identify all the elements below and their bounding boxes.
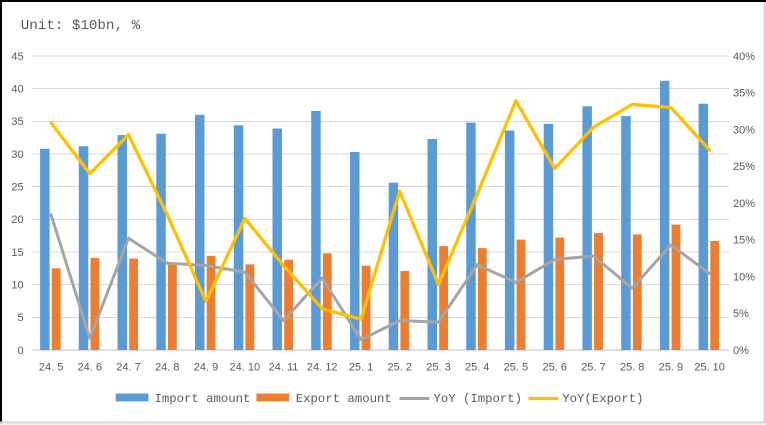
- svg-text:20%: 20%: [733, 198, 755, 210]
- svg-text:25. 5: 25. 5: [504, 362, 528, 374]
- svg-text:24. 9: 24. 9: [194, 362, 218, 374]
- svg-text:24. 6: 24. 6: [78, 362, 102, 374]
- svg-text:24. 12: 24. 12: [307, 362, 338, 374]
- svg-text:40%: 40%: [733, 51, 755, 63]
- svg-text:25. 4: 25. 4: [465, 362, 489, 374]
- svg-text:25. 1: 25. 1: [349, 362, 373, 374]
- svg-text:25. 10: 25. 10: [694, 362, 725, 374]
- svg-text:Export amount: Export amount: [296, 392, 392, 406]
- svg-text:0: 0: [17, 345, 23, 357]
- svg-text:Import amount: Import amount: [155, 392, 251, 406]
- svg-text:45: 45: [11, 51, 23, 63]
- svg-text:40: 40: [11, 84, 23, 96]
- svg-text:25. 2: 25. 2: [387, 362, 411, 374]
- svg-text:20: 20: [11, 214, 23, 226]
- svg-text:30: 30: [11, 149, 23, 161]
- svg-text:24. 11: 24. 11: [269, 362, 299, 374]
- svg-text:30%: 30%: [733, 124, 755, 136]
- svg-text:10: 10: [11, 280, 23, 292]
- svg-text:24. 10: 24. 10: [230, 362, 261, 374]
- svg-text:25. 6: 25. 6: [542, 362, 566, 374]
- svg-text:Unit: $10bn, %: Unit: $10bn, %: [21, 18, 141, 34]
- svg-text:24. 5: 24. 5: [39, 362, 63, 374]
- svg-text:YoY (Import): YoY (Import): [434, 392, 523, 406]
- svg-text:25%: 25%: [733, 161, 755, 173]
- svg-text:15: 15: [11, 247, 23, 259]
- svg-text:25. 7: 25. 7: [581, 362, 605, 374]
- svg-text:35: 35: [11, 116, 23, 128]
- svg-text:0%: 0%: [733, 345, 749, 357]
- svg-text:5%: 5%: [733, 308, 749, 320]
- svg-text:5: 5: [17, 312, 23, 324]
- svg-text:15%: 15%: [733, 235, 755, 247]
- svg-text:25. 8: 25. 8: [620, 362, 644, 374]
- svg-text:YoY(Export): YoY(Export): [562, 392, 643, 406]
- svg-text:25. 9: 25. 9: [659, 362, 683, 374]
- svg-text:24. 8: 24. 8: [155, 362, 179, 374]
- svg-text:24. 7: 24. 7: [116, 362, 140, 374]
- svg-text:25: 25: [11, 182, 23, 194]
- svg-text:10%: 10%: [733, 271, 755, 283]
- svg-text:35%: 35%: [733, 88, 755, 100]
- svg-text:25. 3: 25. 3: [426, 362, 450, 374]
